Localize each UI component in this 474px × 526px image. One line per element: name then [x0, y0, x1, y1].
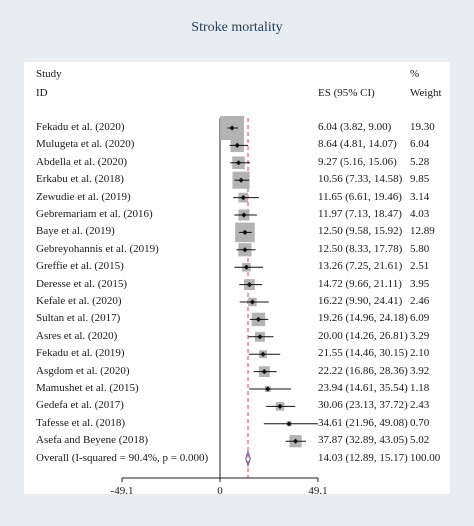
- weight-value: 3.14: [410, 190, 430, 203]
- weight-value: 12.89: [410, 225, 435, 238]
- study-label: Asgdom et al. (2020): [36, 364, 130, 377]
- point-estimate: [242, 229, 248, 235]
- forest-plot-svg: -49.1 0 49.1: [111, 116, 328, 494]
- es-ci-value: 10.56 (7.33, 14.58): [318, 173, 403, 186]
- es-ci-value: 11.65 (6.61, 19.46): [318, 190, 402, 203]
- point-estimate: [255, 316, 262, 322]
- es-ci-value: 21.55 (14.46, 30.15): [318, 347, 408, 360]
- es-ci-value: 6.04 (3.82, 9.00): [318, 121, 392, 133]
- weight-value: 2.10: [410, 347, 430, 360]
- weight-value: 5.80: [410, 242, 430, 255]
- es-ci-value: 22.22 (16.86, 28.36): [318, 364, 408, 377]
- study-label: Fekadu et al. (2019): [36, 347, 125, 360]
- es-ci-value: 30.06 (23.13, 37.72): [318, 399, 408, 412]
- weight-value: 1.18: [410, 382, 430, 394]
- x-tick-label: 0: [217, 485, 223, 494]
- chart-title: Stroke mortality: [191, 20, 283, 35]
- weight-value: 3.92: [410, 364, 430, 377]
- point-estimate: [234, 142, 240, 148]
- weight-value: 3.29: [410, 329, 430, 342]
- id-header: ID: [36, 87, 48, 99]
- weight-value: 3.95: [410, 277, 430, 290]
- weight-value: 2.51: [410, 260, 430, 273]
- weight-percent-header: %: [410, 68, 420, 80]
- weight-value: 2.43: [410, 399, 430, 412]
- point-estimate: [229, 125, 235, 131]
- study-label: Zewudie et al. (2019): [36, 190, 131, 203]
- study-header: Study: [36, 68, 62, 80]
- weight-value: 4.03: [410, 208, 430, 220]
- es-ci-value: 23.94 (14.61, 35.54): [318, 382, 408, 394]
- point-estimate: [277, 403, 283, 409]
- es-ci-value: 34.61 (21.96, 49.08): [318, 416, 408, 429]
- es-ci-value: 14.72 (9.66, 21.11): [318, 277, 402, 290]
- study-label: Asres et al. (2020): [36, 329, 118, 342]
- weight-value: 0.70: [410, 416, 430, 429]
- es-ci-value: 8.64 (4.81, 14.07): [318, 138, 397, 151]
- overall-es-value: 14.03 (12.89, 15.17): [318, 451, 408, 464]
- study-label: Gedefa et al. (2017): [36, 399, 124, 412]
- x-tick-label: 49.1: [308, 485, 327, 494]
- study-label: Gebremariam et al. (2016): [36, 208, 153, 220]
- weight-value: 2.46: [410, 295, 430, 307]
- weight-value: 6.04: [410, 138, 430, 151]
- study-label: Gebreyohannis et al. (2019): [36, 242, 159, 255]
- study-label: Fekadu et al. (2020): [36, 121, 125, 133]
- point-estimate: [292, 438, 299, 444]
- point-estimate: [238, 177, 244, 183]
- study-label: Greffie et al. (2015): [36, 260, 124, 273]
- point-estimate: [286, 421, 292, 427]
- point-estimate: [261, 369, 267, 375]
- study-label: Mulugeta et al. (2020): [36, 138, 135, 151]
- weight-value: 5.02: [410, 434, 430, 447]
- study-label: Deresse et al. (2015): [36, 277, 128, 290]
- study-label: Baye et al. (2019): [36, 225, 115, 238]
- study-label: Asefa and Beyene (2018): [36, 434, 149, 447]
- es-ci-value: 16.22 (9.90, 24.41): [318, 295, 403, 307]
- point-estimate: [243, 264, 250, 270]
- weight-value: 6.09: [410, 312, 430, 325]
- x-tick-label: -49.1: [111, 485, 134, 494]
- es-header: ES (95% CI): [318, 87, 375, 99]
- forest-plot-panel: Study ID ES (95% CI) % Weight Fekadu et …: [24, 62, 450, 494]
- es-ci-value: 20.00 (14.26, 26.81): [318, 329, 408, 342]
- study-label: Sultan et al. (2017): [36, 312, 121, 325]
- point-estimate: [242, 247, 248, 253]
- overall-label: Overall (I-squared = 90.4%, p = 0.000): [36, 451, 209, 464]
- es-ci-value: 9.27 (5.16, 15.06): [318, 155, 397, 168]
- es-ci-value: 12.50 (8.33, 17.78): [318, 242, 403, 255]
- point-estimate: [260, 351, 266, 357]
- point-estimate: [235, 160, 242, 166]
- study-label: Tafesse et al. (2018): [36, 416, 126, 429]
- weight-value: 19.30: [410, 121, 435, 133]
- es-ci-value: 12.50 (9.58, 15.92): [318, 225, 403, 238]
- point-estimate: [241, 212, 247, 218]
- weight-value: 9.85: [410, 173, 430, 186]
- study-label: Mamushet et al. (2015): [36, 382, 139, 394]
- weight-header: Weight: [410, 87, 442, 99]
- point-estimate: [249, 299, 255, 305]
- point-estimate: [240, 195, 246, 201]
- es-ci-value: 37.87 (32.89, 43.05): [318, 434, 408, 447]
- es-ci-value: 11.97 (7.13, 18.47): [318, 208, 402, 220]
- es-ci-value: 19.26 (14.96, 24.18): [318, 312, 408, 325]
- study-label: Abdella et al. (2020): [36, 155, 128, 168]
- study-label: Erkabu et al. (2018): [36, 173, 124, 186]
- overall-diamond: [245, 449, 251, 468]
- overall-weight-value: 100.00: [410, 451, 441, 464]
- weight-value: 5.28: [410, 155, 430, 168]
- es-ci-value: 13.26 (7.25, 21.61): [318, 260, 403, 273]
- study-label: Kefale et al. (2020): [36, 295, 122, 307]
